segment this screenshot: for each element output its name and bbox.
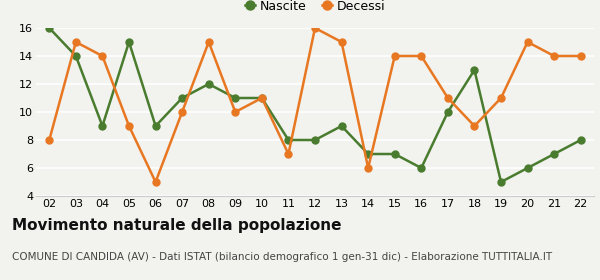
Nascite [418,166,425,170]
Decessi [551,54,558,58]
Decessi [72,40,79,44]
Decessi [285,152,292,156]
Nascite [311,138,319,142]
Decessi [205,40,212,44]
Nascite [338,124,345,128]
Decessi [444,96,451,100]
Decessi [125,124,133,128]
Line: Nascite: Nascite [46,25,584,185]
Nascite [365,152,372,156]
Decessi [524,40,531,44]
Text: COMUNE DI CANDIDA (AV) - Dati ISTAT (bilancio demografico 1 gen-31 dic) - Elabor: COMUNE DI CANDIDA (AV) - Dati ISTAT (bil… [12,252,552,262]
Decessi [365,166,372,170]
Nascite [551,152,558,156]
Nascite [524,166,531,170]
Decessi [391,54,398,58]
Nascite [471,68,478,72]
Nascite [205,82,212,86]
Nascite [99,124,106,128]
Legend: Nascite, Decessi: Nascite, Decessi [240,0,390,18]
Nascite [179,96,186,100]
Nascite [258,96,265,100]
Decessi [577,54,584,58]
Nascite [232,96,239,100]
Nascite [152,124,159,128]
Nascite [444,110,451,114]
Decessi [99,54,106,58]
Decessi [311,26,319,30]
Decessi [152,180,159,184]
Nascite [72,54,79,58]
Nascite [125,40,133,44]
Text: Movimento naturale della popolazione: Movimento naturale della popolazione [12,218,341,234]
Decessi [471,124,478,128]
Nascite [46,26,53,30]
Nascite [285,138,292,142]
Line: Decessi: Decessi [46,25,584,185]
Nascite [391,152,398,156]
Decessi [338,40,345,44]
Decessi [46,138,53,142]
Decessi [179,110,186,114]
Nascite [577,138,584,142]
Decessi [418,54,425,58]
Decessi [497,96,505,100]
Decessi [232,110,239,114]
Decessi [258,96,265,100]
Nascite [497,180,505,184]
